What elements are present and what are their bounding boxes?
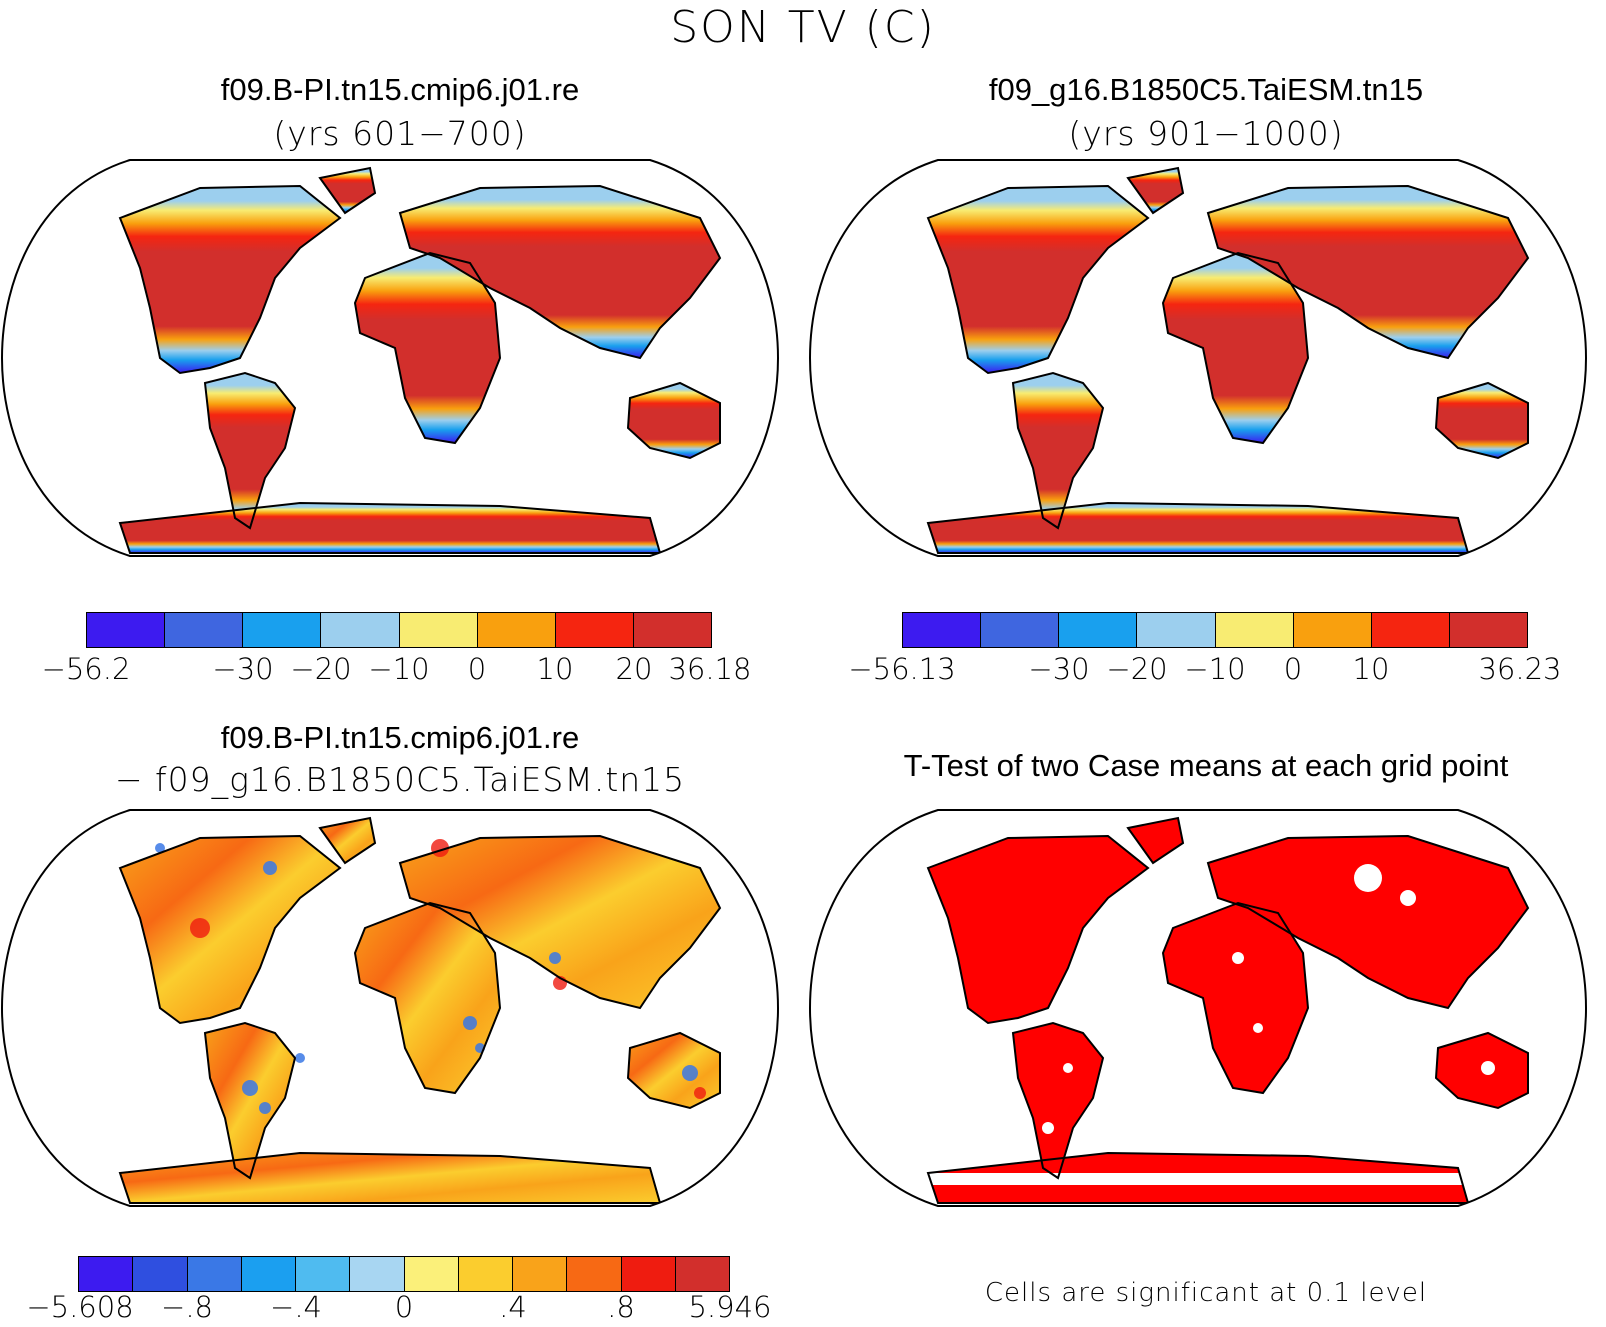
cbar-a-label: −30 xyxy=(212,652,274,686)
cbar-a-label: 36.18 xyxy=(668,652,752,686)
colorbar-cell xyxy=(321,613,400,647)
panel-a-colorbar xyxy=(86,612,712,648)
colorbar-cell xyxy=(567,1257,622,1291)
colorbar-cell xyxy=(404,1257,459,1291)
panel-b-colorbar xyxy=(902,612,1528,648)
cbar-c-label: −5.608 xyxy=(26,1290,134,1324)
cbar-b-label: −30 xyxy=(1028,652,1090,686)
colorbar-cell xyxy=(458,1257,513,1291)
cbar-b-label: 10 xyxy=(1352,652,1390,686)
cbar-c-label: 0 xyxy=(394,1290,414,1324)
colorbar-cell xyxy=(243,613,322,647)
cbar-b-label: 0 xyxy=(1283,652,1303,686)
colorbar-cell xyxy=(399,613,478,647)
cbar-a-label: 0 xyxy=(467,652,487,686)
cbar-b-label: 36.23 xyxy=(1478,652,1562,686)
colorbar-cell xyxy=(241,1257,296,1291)
cbar-c-label: −.8 xyxy=(161,1290,213,1324)
panel-b-title: f09_g16.B1850C5.TaiESM.tn15 xyxy=(988,72,1424,107)
colorbar-cell xyxy=(675,1257,729,1291)
panel-a-map xyxy=(0,159,780,557)
colorbar-cell xyxy=(1215,613,1294,647)
colorbar-cell xyxy=(1059,613,1138,647)
panel-a-title: f09.B-PI.tn15.cmip6.j01.re xyxy=(220,72,580,107)
cbar-c-label: 5.946 xyxy=(688,1290,772,1324)
cbar-a-label: 20 xyxy=(615,652,653,686)
colorbar-cell xyxy=(79,1257,134,1291)
panel-c-map xyxy=(0,809,780,1207)
panel-d-note: Cells are significant at 0.1 level xyxy=(984,1278,1428,1308)
panel-c-title: f09.B-PI.tn15.cmip6.j01.re xyxy=(220,720,580,755)
figure-title: SON TV (C) xyxy=(670,2,936,53)
cbar-b-label: −56.13 xyxy=(848,652,956,686)
cbar-b-label: −20 xyxy=(1106,652,1168,686)
colorbar-cell xyxy=(513,1257,568,1291)
colorbar-cell xyxy=(350,1257,405,1291)
colorbar-cell xyxy=(555,613,634,647)
panel-a-subtitle: (yrs 601−700) xyxy=(273,114,527,153)
panel-d-title: T-Test of two Case means at each grid po… xyxy=(903,748,1509,783)
panel-c-subtitle: − f09_g16.B1850C5.TaiESM.tn15 xyxy=(114,760,686,799)
panel-c-colorbar xyxy=(78,1256,730,1292)
panel-b-map xyxy=(808,159,1588,557)
colorbar-cell xyxy=(296,1257,351,1291)
cbar-a-label: 10 xyxy=(536,652,574,686)
panel-b-subtitle: (yrs 901−1000) xyxy=(1068,114,1344,153)
cbar-c-label: −.4 xyxy=(270,1290,322,1324)
cbar-c-label: .4 xyxy=(499,1290,527,1324)
colorbar-cell xyxy=(187,1257,242,1291)
colorbar-cell xyxy=(477,613,556,647)
panel-d-map xyxy=(808,809,1588,1207)
colorbar-cell xyxy=(981,613,1060,647)
colorbar-cell xyxy=(87,613,166,647)
colorbar-cell xyxy=(165,613,244,647)
cbar-a-label: −10 xyxy=(368,652,430,686)
cbar-a-label: −20 xyxy=(290,652,352,686)
cbar-c-label: .8 xyxy=(607,1290,635,1324)
cbar-a-label: −56.2 xyxy=(41,652,131,686)
cbar-b-label: −10 xyxy=(1184,652,1246,686)
colorbar-cell xyxy=(1449,613,1527,647)
colorbar-cell xyxy=(133,1257,188,1291)
colorbar-cell xyxy=(1371,613,1450,647)
colorbar-cell xyxy=(903,613,982,647)
colorbar-cell xyxy=(1137,613,1216,647)
colorbar-cell xyxy=(621,1257,676,1291)
colorbar-cell xyxy=(633,613,711,647)
colorbar-cell xyxy=(1293,613,1372,647)
